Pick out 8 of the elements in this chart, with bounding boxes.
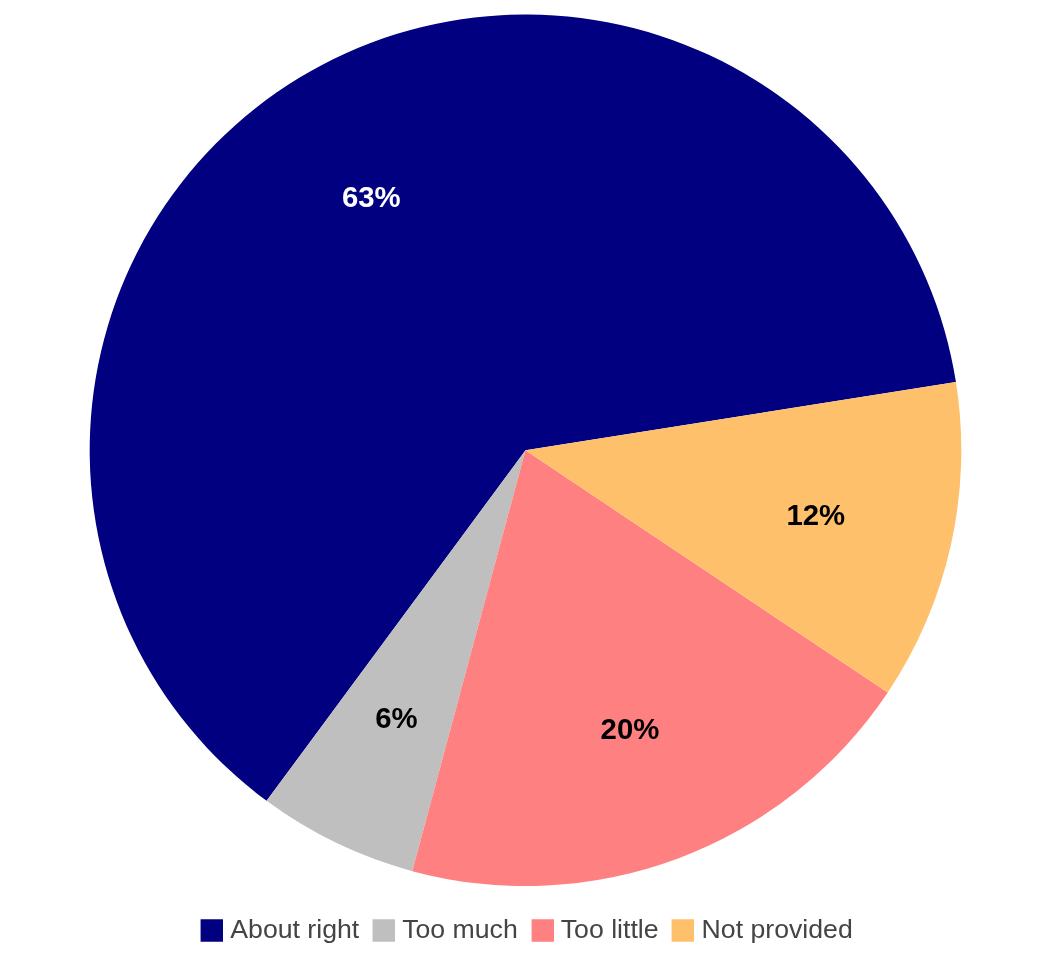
data-label: 20% <box>600 712 660 745</box>
legend-label: Too much <box>402 914 518 945</box>
legend-label: Too little <box>560 914 659 945</box>
legend-label: About right <box>230 914 360 945</box>
data-label: 63% <box>341 179 401 213</box>
legend-label: Not provided <box>701 914 853 945</box>
data-label: 6% <box>375 701 418 735</box>
data-label: 12% <box>786 497 846 531</box>
